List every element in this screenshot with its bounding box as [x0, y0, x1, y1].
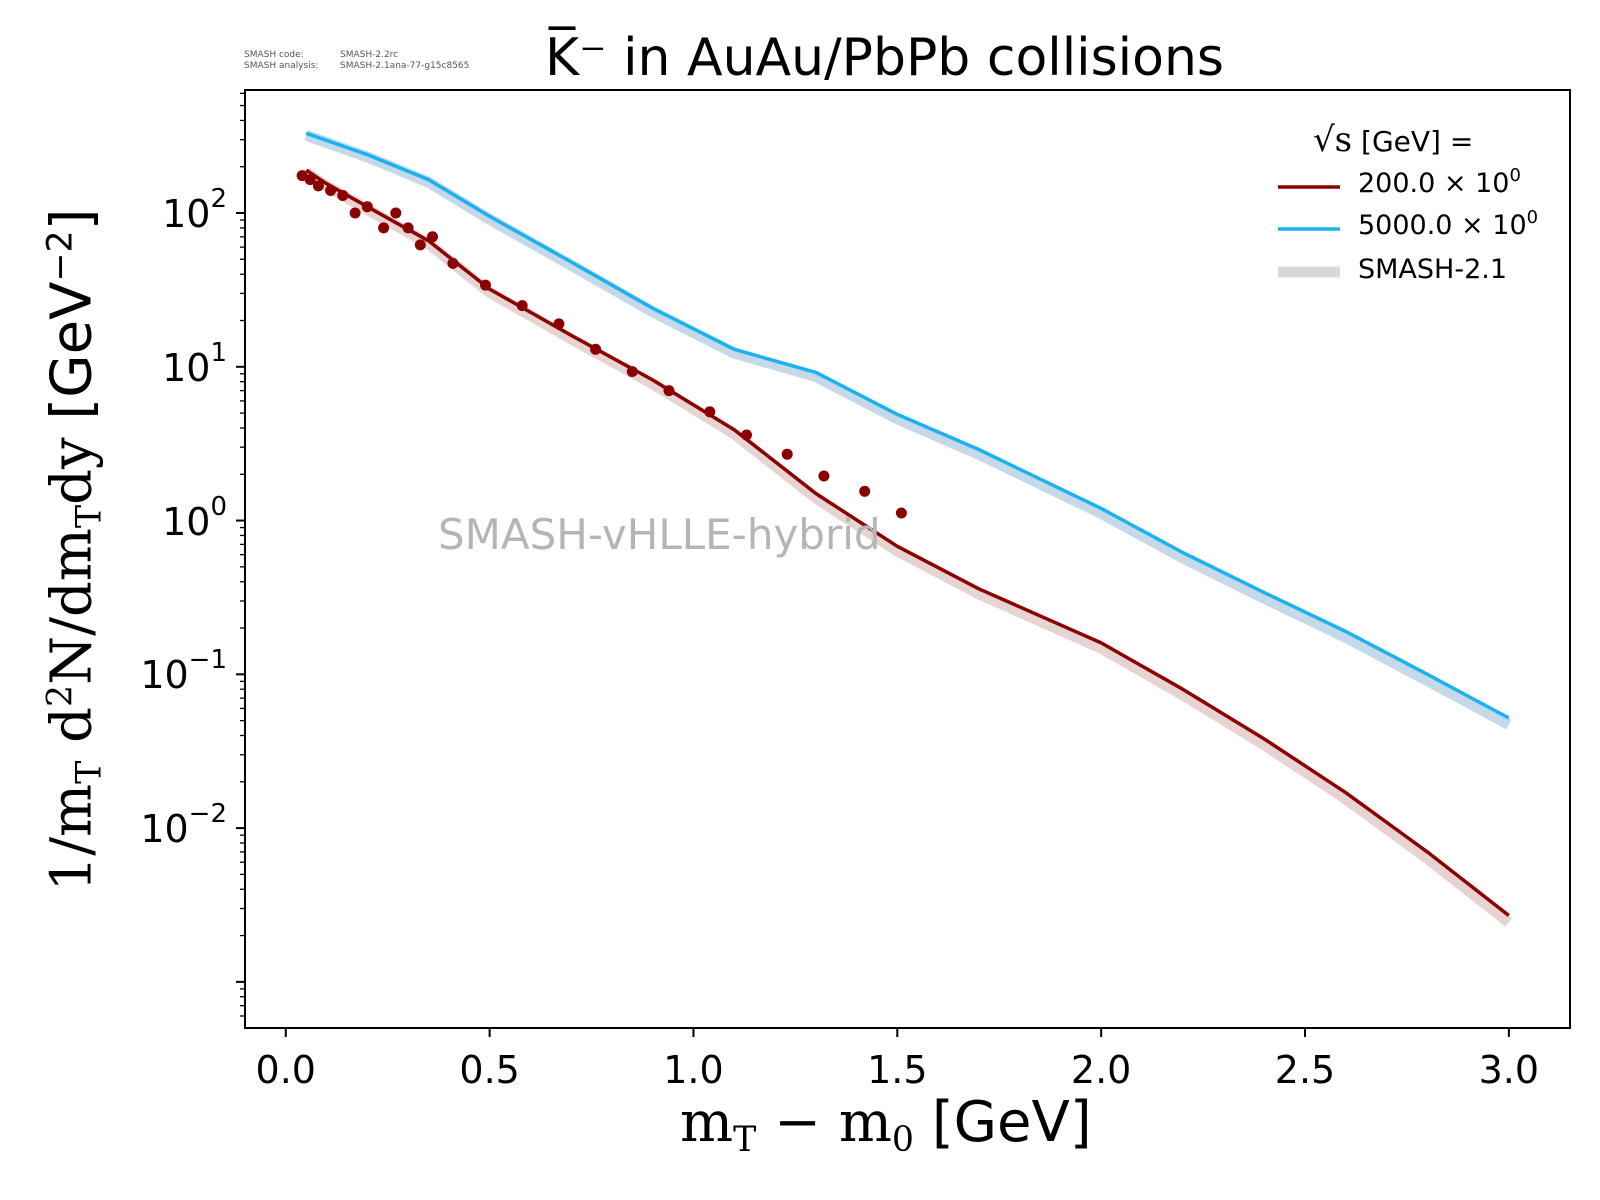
x-tick-label: 0.0: [255, 1048, 316, 1092]
legend-label-5000: 5000.0 × 100: [1358, 207, 1539, 241]
data-point: [663, 385, 675, 397]
code-value: SMASH-2.2rc: [340, 50, 399, 60]
data-point: [325, 185, 337, 196]
data-point: [480, 279, 491, 291]
watermark: SMASH-vHLLE-hybrid: [438, 510, 881, 559]
y-tick-label: 10−2: [140, 799, 227, 851]
data-point: [361, 201, 373, 213]
y-ticks: [236, 92, 245, 1017]
x-tick-label: 1.0: [663, 1048, 724, 1092]
data-point: [304, 174, 316, 186]
data-point: [337, 190, 349, 201]
y-tick-label: 100: [162, 491, 227, 544]
data-point: [895, 507, 907, 519]
data-point: [704, 406, 716, 418]
legend-label-200: 200.0 × 100: [1358, 165, 1521, 199]
y-tick-label: 102: [162, 184, 227, 236]
data-point: [427, 231, 438, 243]
x-tick-label: 2.5: [1274, 1048, 1336, 1092]
x-ticks: [284, 1028, 1510, 1037]
data-point: [312, 180, 324, 192]
y-axis-label: 1/mT d2N/dmTdy [GeV−2]: [39, 208, 110, 892]
data-point: [349, 207, 361, 219]
data-point: [390, 207, 402, 219]
x-tick-label: 0.5: [459, 1048, 520, 1092]
data-point: [781, 448, 793, 460]
code-key: SMASH code:: [244, 50, 304, 60]
model-band-1: [304, 130, 1512, 730]
version-info: SMASH code: SMASH-2.2rc SMASH analysis: SM…: [244, 50, 469, 72]
data-point: [447, 257, 459, 269]
data-point: [626, 366, 638, 378]
data-point: [516, 300, 528, 312]
legend-lines: [1278, 185, 1340, 278]
data-point: [378, 222, 390, 234]
legend-label-smash: SMASH-2.1: [1358, 254, 1508, 285]
x-axis-label: mT − m0 [GeV]: [680, 1090, 1092, 1161]
y-tick-label: 10−1: [140, 645, 227, 698]
series-line-1: [305, 131, 1510, 720]
data-point: [553, 318, 565, 330]
data-point: [741, 429, 752, 441]
x-tick-label: 2.0: [1070, 1048, 1132, 1092]
data-point: [414, 239, 426, 251]
legend-title: √s [GeV] =: [1313, 120, 1474, 160]
data-point: [402, 222, 414, 234]
data-point: [859, 485, 871, 497]
x-tick-label: 1.5: [867, 1048, 928, 1092]
data-point: [590, 343, 602, 355]
analysis-key: SMASH analysis:: [244, 61, 319, 71]
analysis-value: SMASH-2.1ana-77-g15c8565: [340, 61, 470, 71]
chart-title: K̅⁻ in AuAu/PbPb collisions: [545, 28, 1224, 88]
x-tick-label: 3.0: [1478, 1048, 1540, 1092]
data-point: [818, 470, 830, 482]
plot-frame: [244, 89, 1571, 1029]
data-points: [296, 170, 907, 519]
y-tick-label: 101: [162, 337, 227, 390]
